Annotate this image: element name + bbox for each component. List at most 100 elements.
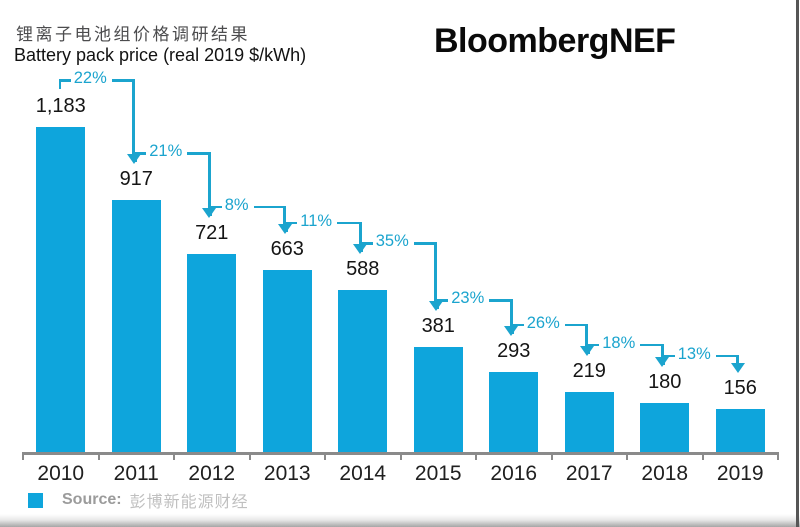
bar-2013: [262, 269, 312, 452]
bar-value-label: 588: [346, 258, 380, 281]
pct-bracket-line-left: [285, 221, 298, 225]
year-label: 2010: [37, 462, 85, 485]
axis-tick: [324, 452, 326, 460]
bar-value-label: 1,183: [35, 95, 86, 118]
axis-tick: [399, 452, 402, 460]
window-right-edge: [796, 0, 799, 527]
pct-arrowhead-icon: [202, 207, 217, 218]
bottom-gradient-strip: [0, 514, 800, 527]
bar-2014: [338, 290, 388, 452]
pct-arrow-line: [132, 79, 136, 156]
axis-tick: [626, 452, 628, 460]
axis-tick: [173, 452, 175, 460]
source-row: Source: 彭博新能源财经: [28, 491, 249, 511]
axis-tick: [248, 452, 251, 460]
pct-label: 21%: [149, 142, 183, 161]
pct-arrowhead-icon: [126, 154, 141, 165]
bar-2019: [715, 409, 765, 452]
bar-value-label: 219: [572, 359, 606, 382]
pct-bracket-tick: [587, 343, 590, 354]
pct-bracket-line-left: [360, 242, 373, 245]
pct-bracket-line-left: [587, 343, 600, 347]
year-label: 2013: [263, 462, 311, 485]
brand-logo: BloombergNEF: [434, 22, 676, 60]
axis-tick: [701, 452, 704, 460]
pct-arrow-line: [358, 221, 362, 246]
bar-2012: [187, 253, 237, 452]
bar-2017: [564, 391, 614, 452]
source-label: Source:: [62, 491, 122, 508]
year-label: 2018: [641, 462, 689, 485]
year-label: 2011: [113, 462, 159, 485]
bar-value-label: 663: [270, 237, 304, 260]
pct-arrowhead-icon: [579, 345, 594, 356]
pct-bracket-line-right: [253, 205, 287, 209]
axis-tick: [22, 452, 24, 460]
pct-arrow-line: [509, 299, 513, 327]
pct-arrowhead-icon: [730, 363, 745, 374]
axis-tick: [550, 452, 553, 460]
year-label: 2019: [716, 462, 764, 485]
year-label: 2012: [188, 462, 236, 485]
year-label: 2015: [414, 462, 462, 485]
pct-arrowhead-icon: [277, 223, 292, 234]
pct-arrowhead-icon: [353, 244, 368, 255]
pct-bracket-tick: [360, 242, 364, 253]
pct-bracket-line-left: [134, 152, 147, 155]
axis-tick: [475, 452, 477, 460]
chart-title-zh: 锂离子电池组价格调研结果: [16, 25, 250, 44]
pct-label: 35%: [375, 232, 409, 251]
pct-arrow-line: [585, 323, 589, 347]
pct-label: 26%: [526, 313, 560, 332]
pct-bracket-tick: [511, 323, 515, 334]
pct-label: 22%: [73, 69, 107, 88]
pct-bracket-tick: [209, 205, 213, 216]
pct-arrow-line: [736, 354, 740, 365]
pct-arrow-line: [283, 205, 287, 225]
pct-arrow-line: [434, 242, 438, 303]
pct-bracket-line-right: [489, 299, 513, 302]
pct-label: 23%: [451, 289, 485, 308]
legend-swatch: [28, 492, 43, 508]
pct-bracket-tick: [58, 79, 62, 90]
pct-arrowhead-icon: [504, 325, 519, 336]
bar-2011: [111, 200, 161, 452]
pct-bracket-line-left: [511, 323, 524, 326]
pct-arrow-line: [207, 152, 211, 209]
pct-bracket-line-right: [111, 79, 136, 82]
year-label: 2014: [339, 462, 387, 485]
pct-arrowhead-icon: [655, 356, 670, 367]
pct-arrowhead-icon: [428, 301, 443, 312]
year-label: 2016: [490, 462, 538, 485]
pct-bracket-line-left: [209, 205, 222, 209]
pct-bracket-line-right: [640, 343, 664, 347]
bar-2010: [36, 127, 86, 452]
bar-value-label: 381: [421, 315, 455, 338]
pct-bracket-line-right: [413, 242, 438, 245]
pct-bracket-line-right: [187, 152, 211, 155]
bar-value-label: 917: [119, 168, 153, 191]
pct-label: 13%: [677, 344, 711, 363]
pct-bracket-line-left: [662, 354, 675, 358]
bar-value-label: 156: [723, 377, 757, 400]
pct-label: 18%: [602, 333, 636, 352]
axis-tick: [97, 452, 100, 460]
pct-bracket-tick: [285, 221, 288, 232]
pct-bracket-line-right: [715, 354, 740, 358]
pct-bracket-tick: [662, 354, 666, 365]
bar-2015: [413, 347, 463, 452]
pct-bracket-line-right: [337, 221, 362, 225]
year-label: 2017: [565, 462, 613, 485]
pct-bracket-line-left: [436, 299, 449, 302]
bar-value-label: 293: [497, 339, 531, 362]
bar-2016: [489, 371, 539, 452]
bar-2018: [640, 402, 690, 452]
bar-value-label: 721: [195, 221, 229, 244]
pct-bracket-line-left: [58, 79, 71, 82]
axis-tick: [777, 452, 779, 460]
pct-label: 11%: [300, 211, 333, 230]
pct-arrow-line: [660, 343, 664, 358]
pct-bracket-line-right: [564, 323, 589, 326]
